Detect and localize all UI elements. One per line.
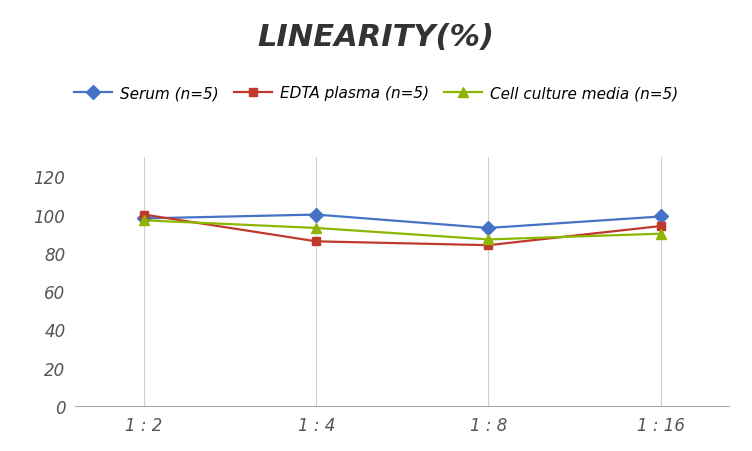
EDTA plasma (n=5) [484,243,493,249]
Cell culture media (n=5) [484,237,493,243]
EDTA plasma (n=5) [312,239,321,244]
EDTA plasma (n=5) [140,212,149,218]
Serum (n=5) [656,214,665,220]
Serum (n=5) [312,212,321,218]
Line: Serum (n=5): Serum (n=5) [139,210,666,233]
Cell culture media (n=5) [656,231,665,237]
Cell culture media (n=5) [140,218,149,224]
Line: Cell culture media (n=5): Cell culture media (n=5) [139,216,666,245]
Legend: Serum (n=5), EDTA plasma (n=5), Cell culture media (n=5): Serum (n=5), EDTA plasma (n=5), Cell cul… [68,80,684,107]
Serum (n=5) [140,216,149,221]
EDTA plasma (n=5) [656,224,665,229]
Cell culture media (n=5) [312,226,321,231]
Text: LINEARITY(%): LINEARITY(%) [257,23,495,51]
Line: EDTA plasma (n=5): EDTA plasma (n=5) [140,211,665,250]
Serum (n=5) [484,226,493,231]
